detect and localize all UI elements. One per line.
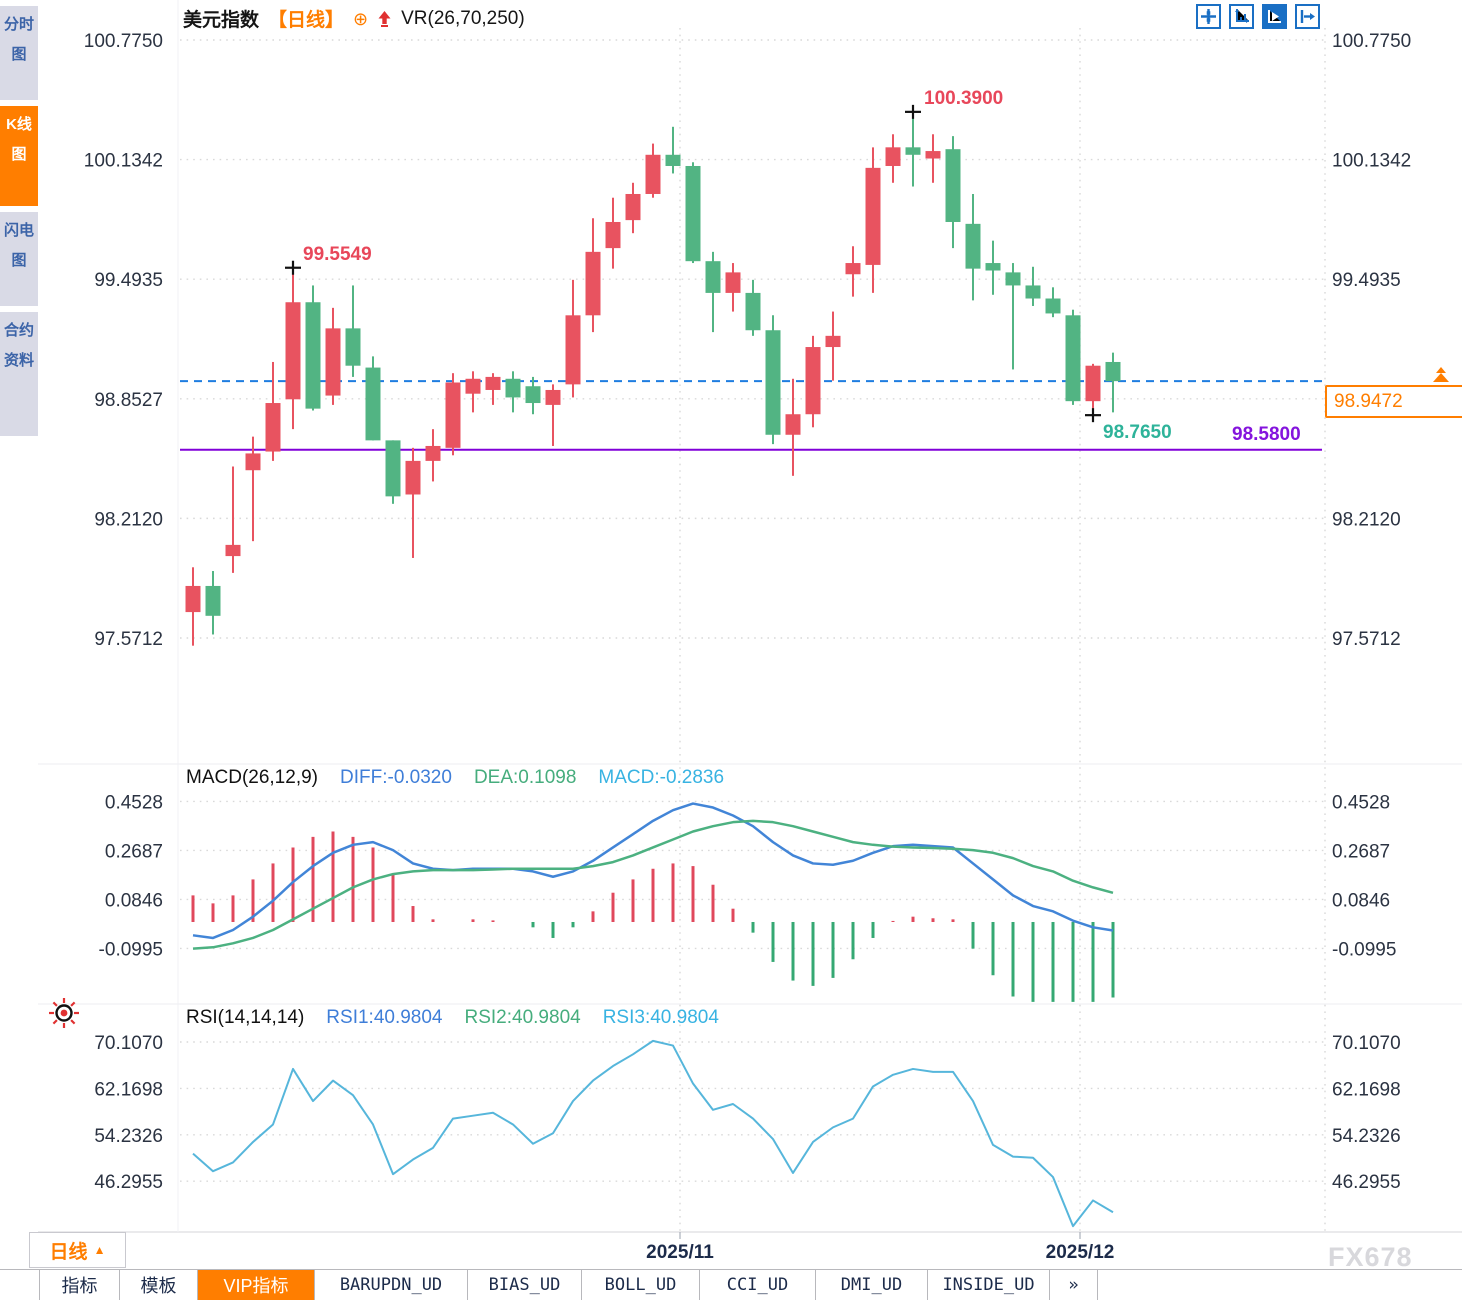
tab-templates[interactable]: 模板 — [120, 1270, 198, 1300]
last-price-box: 98.9472 — [1325, 385, 1462, 418]
indicator-settings-sun-icon[interactable] — [46, 995, 82, 1031]
macd-macd-value: MACD:-0.2836 — [598, 767, 725, 788]
svg-text:0.0846: 0.0846 — [1332, 890, 1390, 911]
period-tag: 【日线】 — [268, 10, 345, 31]
trend-up-arrow-icon — [377, 10, 392, 28]
svg-text:54.2326: 54.2326 — [1332, 1126, 1401, 1147]
svg-text:99.4935: 99.4935 — [94, 270, 163, 291]
svg-text:100.7750: 100.7750 — [84, 31, 163, 52]
svg-text:100.1342: 100.1342 — [84, 151, 163, 172]
axis-scale-icon[interactable] — [1229, 4, 1254, 29]
pointer-draw-icon[interactable] — [1262, 4, 1287, 29]
svg-text:70.1070: 70.1070 — [94, 1033, 163, 1054]
watermark: FX678 — [1328, 1242, 1413, 1272]
support-price-label: 98.5800 — [1232, 424, 1301, 445]
chart-title-bar: 美元指数 【日线】 ⊕ VR(26,70,250) — [183, 5, 525, 32]
macd-diff-value: DIFF:-0.0320 — [340, 767, 452, 788]
sidebar-tab-kline[interactable]: K线图 — [0, 106, 38, 206]
svg-text:2025/12: 2025/12 — [1046, 1242, 1115, 1263]
rsi2-value: RSI2:40.9804 — [464, 1007, 581, 1028]
svg-text:98.8527: 98.8527 — [94, 390, 163, 411]
svg-text:46.2955: 46.2955 — [1332, 1172, 1401, 1193]
period-arrow-icon: ▲ — [93, 1243, 106, 1257]
svg-text:-0.0995: -0.0995 — [99, 939, 163, 960]
svg-text:46.2955: 46.2955 — [94, 1172, 163, 1193]
price-up-arrow-icon — [1433, 367, 1449, 382]
sidebar-tab-label: 分时图 — [3, 16, 34, 63]
svg-text:97.5712: 97.5712 — [1332, 629, 1401, 650]
rsi-header: RSI(14,14,14) RSI1:40.9804 RSI2:40.9804 … — [186, 1007, 719, 1029]
sidebar-tab-lightning[interactable]: 闪电图 — [0, 212, 38, 306]
svg-text:100.1342: 100.1342 — [1332, 151, 1411, 172]
chart-toolbar — [1196, 4, 1320, 29]
svg-text:98.2120: 98.2120 — [94, 509, 163, 530]
swing-low-label: 98.7650 — [1103, 422, 1172, 443]
tab-indicators[interactable]: 指标 — [40, 1270, 120, 1300]
macd-header: MACD(26,12,9) DIFF:-0.0320 DEA:0.1098 MA… — [186, 767, 724, 789]
rsi-title[interactable]: RSI(14,14,14) — [186, 1007, 305, 1028]
tab-cci-ud[interactable]: CCI_UD — [700, 1270, 816, 1300]
svg-text:0.0846: 0.0846 — [105, 890, 163, 911]
add-indicator-icon[interactable]: ⊕ — [353, 8, 369, 29]
shift-right-icon[interactable] — [1295, 4, 1320, 29]
tab-boll-ud[interactable]: BOLL_UD — [582, 1270, 700, 1300]
tab-bias-ud[interactable]: BIAS_UD — [468, 1270, 582, 1300]
tab-spacer — [0, 1270, 40, 1300]
sidebar-tab-label: K线图 — [6, 116, 32, 163]
svg-text:-0.0995: -0.0995 — [1332, 939, 1396, 960]
svg-text:62.1698: 62.1698 — [94, 1079, 163, 1100]
svg-text:0.4528: 0.4528 — [105, 792, 163, 813]
svg-text:100.7750: 100.7750 — [1332, 31, 1411, 52]
overlay-indicator-label: VR(26,70,250) — [401, 7, 525, 29]
swing-high-label: 100.3900 — [924, 88, 1004, 109]
period-label: 日线 — [49, 1241, 88, 1263]
macd-dea-value: DEA:0.1098 — [473, 767, 577, 788]
macd-title[interactable]: MACD(26,12,9) — [186, 767, 318, 788]
swing-high-label: 99.5549 — [303, 244, 372, 265]
svg-text:98.2120: 98.2120 — [1332, 509, 1401, 530]
period-selector[interactable]: 日线 ▲ — [29, 1232, 126, 1268]
tab-bar-filler — [1098, 1270, 1462, 1300]
svg-text:62.1698: 62.1698 — [1332, 1079, 1401, 1100]
svg-text:0.2687: 0.2687 — [1332, 841, 1390, 862]
svg-text:97.5712: 97.5712 — [94, 629, 163, 650]
svg-text:54.2326: 54.2326 — [94, 1126, 163, 1147]
svg-text:99.4935: 99.4935 — [1332, 270, 1401, 291]
svg-text:0.2687: 0.2687 — [105, 841, 163, 862]
sidebar-tab-label: 闪电图 — [3, 222, 34, 269]
symbol-name: 美元指数 — [183, 10, 260, 31]
svg-text:70.1070: 70.1070 — [1332, 1033, 1401, 1054]
sidebar-tab-contract-info[interactable]: 合约资料 — [0, 312, 38, 436]
sidebar-tab-label: 合约资料 — [3, 322, 34, 369]
bottom-tab-bar: 指标 模板 VIP指标 BARUPDN_UD BIAS_UD BOLL_UD C… — [0, 1269, 1462, 1300]
pan-crosshair-icon[interactable] — [1196, 4, 1221, 29]
rsi3-value: RSI3:40.9804 — [602, 1007, 719, 1028]
tab-more[interactable]: » — [1050, 1270, 1098, 1300]
tab-barupdn-ud[interactable]: BARUPDN_UD — [315, 1270, 468, 1300]
svg-text:2025/11: 2025/11 — [646, 1242, 714, 1263]
left-sidebar: 分时图 K线图 闪电图 合约资料 — [0, 0, 38, 1300]
svg-text:0.4528: 0.4528 — [1332, 792, 1390, 813]
tab-vip-indicators[interactable]: VIP指标 — [198, 1270, 315, 1300]
rsi1-value: RSI1:40.9804 — [326, 1007, 443, 1028]
tab-dmi-ud[interactable]: DMI_UD — [816, 1270, 928, 1300]
tab-inside-ud[interactable]: INSIDE_UD — [928, 1270, 1050, 1300]
sidebar-tab-timeshare[interactable]: 分时图 — [0, 6, 38, 100]
